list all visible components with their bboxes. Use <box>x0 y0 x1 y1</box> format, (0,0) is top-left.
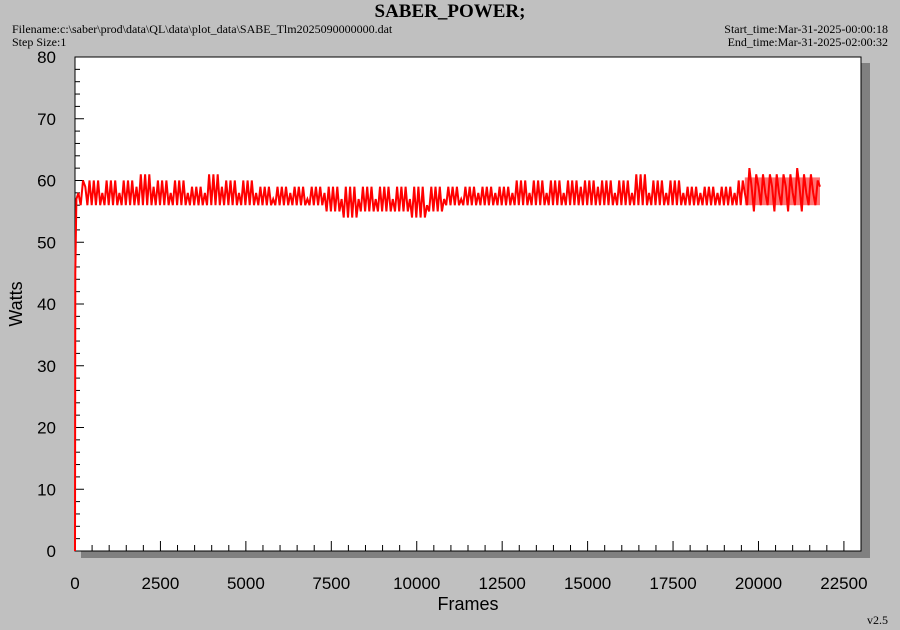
end-time-text: End_time:Mar-31-2025-02:00:32 <box>727 35 888 49</box>
y-tick-label: 10 <box>37 480 56 499</box>
plot-area <box>74 56 862 552</box>
filename-text: Filename:c:\saber\prod\data\QL\data\plot… <box>12 22 393 36</box>
y-tick-label: 60 <box>37 172 56 191</box>
y-axis: 0 10 20 30 40 50 60 70 80 <box>37 48 84 561</box>
series-line <box>74 167 821 552</box>
version-label: v2.5 <box>867 613 888 627</box>
x-tick-label: 12500 <box>479 574 526 593</box>
start-time-text: Start_time:Mar-31-2025-00:00:18 <box>724 22 888 36</box>
x-tick-label: 20000 <box>735 574 782 593</box>
y-axis-label: Watts <box>6 281 26 326</box>
x-tick-label: 0 <box>70 574 79 593</box>
y-tick-label: 70 <box>37 110 56 129</box>
y-tick-label: 20 <box>37 419 56 438</box>
chart-title: SABER_POWER; <box>374 1 526 22</box>
x-tick-label: 10000 <box>393 574 440 593</box>
series-layer <box>74 167 821 552</box>
x-axis: 0 2500 5000 7500 10000 12500 15000 17500 20000 22… <box>70 541 868 593</box>
x-tick-label: 5000 <box>227 574 265 593</box>
y-tick-label: 0 <box>47 542 56 561</box>
y-tick-label: 30 <box>37 357 56 376</box>
step-size-text: Step Size:1 <box>12 35 67 49</box>
x-tick-label: 15000 <box>564 574 611 593</box>
x-axis-label: Frames <box>437 594 498 614</box>
x-tick-label: 22500 <box>820 574 867 593</box>
y-tick-label: 80 <box>37 48 56 67</box>
x-tick-label: 7500 <box>312 574 350 593</box>
y-tick-label: 40 <box>37 295 56 314</box>
x-tick-label: 2500 <box>142 574 180 593</box>
y-tick-label: 50 <box>37 233 56 252</box>
file-info: Filename:c:\saber\prod\data\QL\data\plot… <box>12 23 392 49</box>
time-info: Start_time:Mar-31-2025-00:00:18 End_time… <box>724 23 888 49</box>
x-tick-label: 17500 <box>649 574 696 593</box>
dense-data-band <box>744 177 820 206</box>
